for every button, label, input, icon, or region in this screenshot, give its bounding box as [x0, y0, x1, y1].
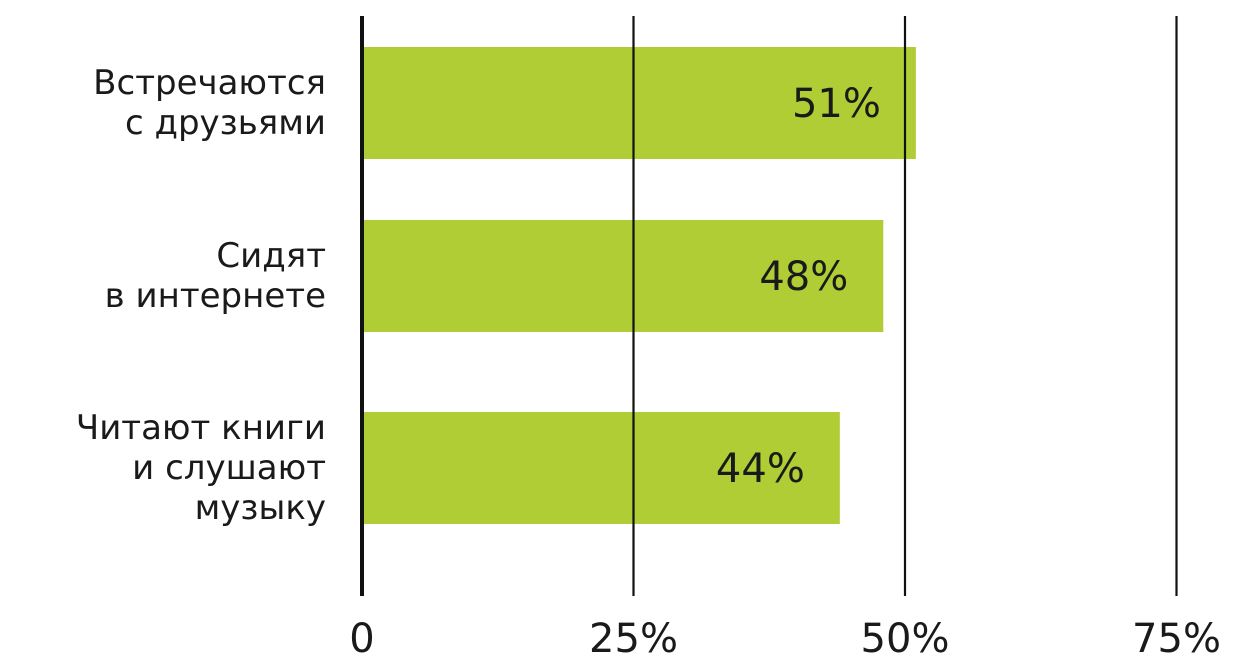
x-tick-label-25: 25%: [589, 616, 678, 660]
grid-layer: [360, 16, 1178, 596]
category-label-1: Встречаются с друзьями: [93, 63, 326, 143]
bar-value-label-1: 51%: [792, 81, 881, 127]
x-tick-label-0: 0: [349, 616, 374, 660]
category-label-2: Сидят в интернете: [105, 236, 326, 316]
bar-value-label-3: 44%: [716, 446, 805, 492]
category-label-line: с друзьями: [125, 103, 326, 143]
x-tick-label-50: 50%: [861, 616, 950, 660]
bar-3: [362, 412, 840, 524]
category-label-line: Встречаются: [93, 63, 326, 103]
category-label-line: Сидят: [216, 236, 326, 276]
bars-layer: [362, 47, 916, 524]
labels-layer: 0 25% 50% 75% 51% 48% 44% Встречаются с друзьями…: [76, 63, 1221, 662]
category-label-3: Читают книги и слушают музыку: [76, 408, 326, 528]
category-label-line: и слушают: [132, 448, 326, 488]
category-label-line: в интернете: [105, 276, 326, 316]
category-label-line: Читают книги: [76, 408, 326, 448]
bar-1: [362, 47, 916, 159]
category-label-line: музыку: [195, 488, 326, 528]
bar-value-label-2: 48%: [759, 254, 848, 300]
x-tick-label-75: 75%: [1132, 616, 1221, 660]
bar-2: [362, 220, 884, 332]
